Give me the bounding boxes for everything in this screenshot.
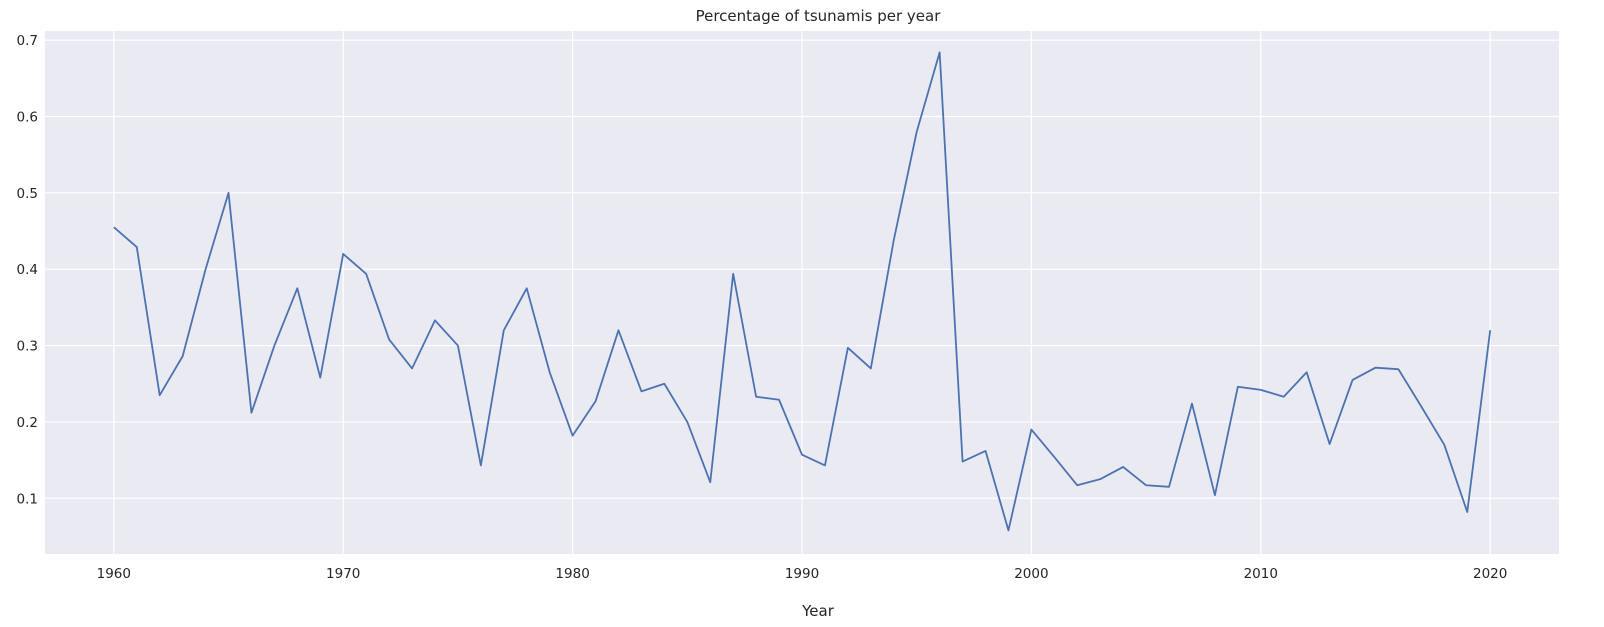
y-tick-label: 0.5 bbox=[17, 186, 38, 202]
y-tick-labels: 0.1 0.2 0.3 0.4 0.5 0.6 0.7 bbox=[17, 33, 38, 507]
x-tick-label: 2000 bbox=[1014, 566, 1048, 582]
y-tick-label: 0.1 bbox=[17, 491, 38, 507]
y-tick-label: 0.7 bbox=[17, 33, 38, 49]
y-tick-label: 0.4 bbox=[17, 262, 38, 278]
x-tick-label: 1980 bbox=[555, 566, 589, 582]
y-tick-label: 0.6 bbox=[17, 110, 38, 126]
y-tick-label: 0.2 bbox=[17, 415, 38, 431]
x-tick-label: 1970 bbox=[326, 566, 360, 582]
x-tick-labels: 1960 1970 1980 1990 2000 2010 2020 bbox=[97, 566, 1508, 582]
y-tick-label: 0.3 bbox=[17, 339, 38, 355]
x-tick-label: 2020 bbox=[1473, 566, 1507, 582]
series-line bbox=[113, 51, 1492, 532]
x-tick-label: 1960 bbox=[97, 566, 131, 582]
x-gridlines bbox=[113, 31, 1491, 554]
x-tick-label: 2010 bbox=[1244, 566, 1278, 582]
x-axis-label: Year bbox=[801, 602, 835, 620]
x-tick-label: 1990 bbox=[785, 566, 819, 582]
chart-title: Percentage of tsunamis per year bbox=[696, 7, 942, 25]
y-gridlines bbox=[45, 39, 1559, 499]
